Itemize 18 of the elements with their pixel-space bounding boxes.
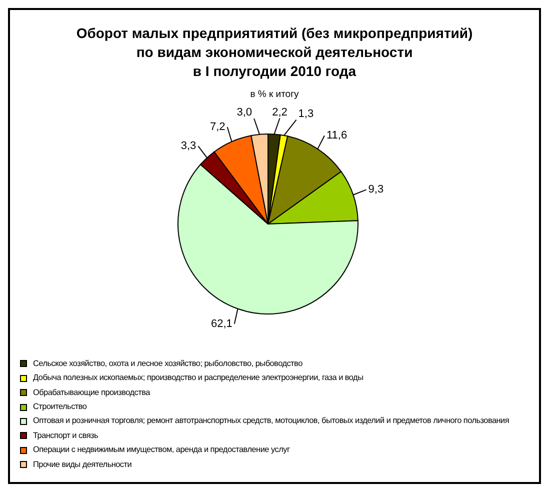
data-label: 9,3 <box>368 184 384 196</box>
data-label: 1,3 <box>298 108 314 120</box>
data-label: 11,6 <box>326 130 348 142</box>
data-label: 3,0 <box>236 106 252 118</box>
legend-label: Сельское хозяйство, охота и лесное хозяйство; рыболовство, рыбоводство <box>33 358 302 370</box>
legend-label: Строительство <box>33 400 87 413</box>
legend-label: Оптовая и розничная торговля; ремонт автотранспортных средств, мотоциклов, бытовых изделий и предметов личного пользования <box>33 415 510 428</box>
legend-label: Прочие виды деятельности <box>33 458 132 471</box>
data-label: 62,1 <box>210 318 232 330</box>
legend-label: Операции с недвижимым имуществом, аренда и предоставление услуг <box>33 444 290 456</box>
legend-label: Добыча полезных ископаемых; производство и распределение электроэнергии, газа и воды <box>33 372 364 384</box>
legend-label: Обрабатывающие производства <box>33 386 150 399</box>
data-label: 3,3 <box>180 140 196 152</box>
data-label: 2,2 <box>272 106 288 118</box>
chart-subtitle: в % к итогу <box>249 89 300 100</box>
chart-title: Оборот малых предприятиятий (без микропредприятий) по видам экономической деятельности в I полугодии 2010 года <box>75 24 474 81</box>
legend-label: Транспорт и связь <box>33 430 98 442</box>
data-label: 7,2 <box>210 120 226 133</box>
